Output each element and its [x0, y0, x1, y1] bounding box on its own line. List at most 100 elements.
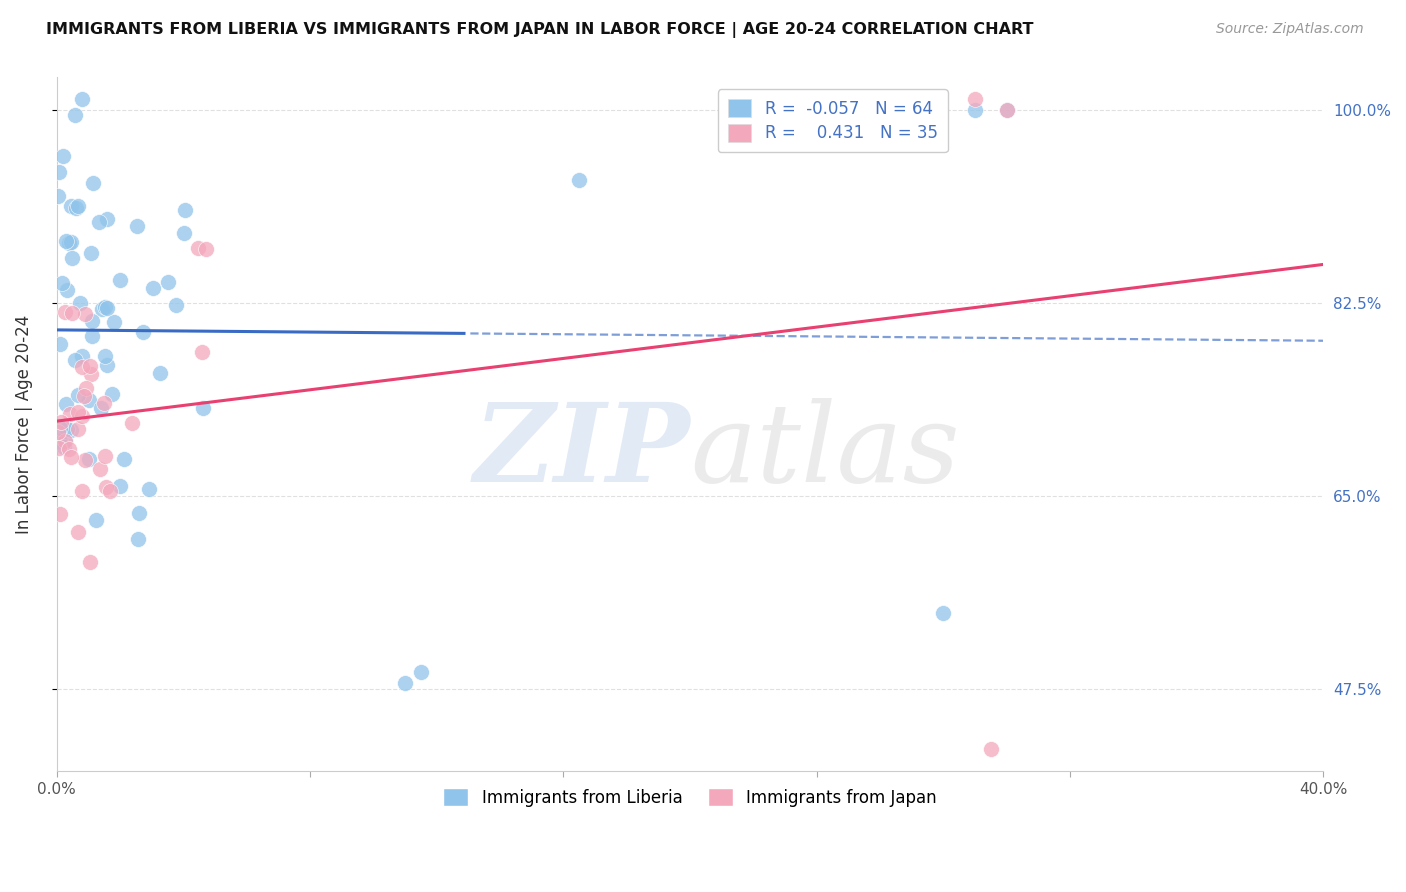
Point — [86, 513, 108, 527]
Point — [66, 525, 89, 540]
Point — [103, 315, 125, 329]
Point — [49, 434, 72, 448]
Point — [980, 742, 1002, 756]
Point — [121, 416, 143, 430]
Point — [53, 440, 76, 454]
Y-axis label: In Labor Force | Age 20-24: In Labor Force | Age 20-24 — [15, 315, 32, 534]
Point — [67, 388, 90, 402]
Point — [65, 108, 87, 122]
Point — [173, 226, 195, 240]
Point — [49, 507, 72, 521]
Point — [963, 93, 986, 107]
Point — [58, 235, 80, 250]
Point — [51, 276, 73, 290]
Point — [94, 301, 117, 315]
Point — [60, 251, 83, 265]
Text: ZIP: ZIP — [474, 399, 690, 506]
Point — [82, 177, 104, 191]
Point — [48, 442, 70, 456]
Point — [53, 433, 76, 447]
Point — [157, 275, 180, 289]
Point — [80, 329, 103, 343]
Point — [138, 482, 160, 496]
Point — [46, 425, 69, 439]
Point — [91, 301, 114, 316]
Point — [79, 555, 101, 569]
Point — [112, 451, 135, 466]
Point — [128, 506, 150, 520]
Point — [98, 483, 121, 498]
Point — [89, 462, 111, 476]
Point — [59, 424, 82, 438]
Point — [70, 93, 93, 107]
Point — [77, 451, 100, 466]
Point — [53, 305, 76, 319]
Point — [191, 401, 214, 416]
Point — [59, 407, 82, 421]
Point — [90, 401, 112, 415]
Point — [77, 393, 100, 408]
Point — [93, 396, 115, 410]
Point — [48, 165, 70, 179]
Point — [60, 235, 83, 249]
Point — [963, 103, 986, 118]
Point — [141, 281, 163, 295]
Point — [65, 201, 87, 215]
Point — [56, 283, 79, 297]
Point — [127, 532, 149, 546]
Point — [73, 307, 96, 321]
Point — [75, 453, 97, 467]
Point — [55, 396, 77, 410]
Point — [96, 480, 118, 494]
Point — [409, 665, 432, 680]
Point — [48, 421, 70, 435]
Point — [60, 306, 83, 320]
Point — [568, 173, 591, 187]
Point — [56, 422, 79, 436]
Point — [108, 479, 131, 493]
Point — [165, 298, 187, 312]
Point — [127, 219, 149, 233]
Point — [51, 415, 73, 429]
Point — [148, 367, 170, 381]
Point — [66, 198, 89, 212]
Point — [55, 234, 77, 248]
Point — [96, 212, 118, 227]
Point — [79, 246, 101, 260]
Point — [96, 359, 118, 373]
Point — [75, 381, 97, 395]
Point — [89, 215, 111, 229]
Point — [80, 367, 103, 381]
Point — [58, 442, 80, 457]
Point — [932, 607, 955, 621]
Point — [59, 199, 82, 213]
Point — [108, 273, 131, 287]
Point — [70, 349, 93, 363]
Point — [70, 359, 93, 374]
Point — [190, 344, 212, 359]
Point — [60, 450, 83, 464]
Text: atlas: atlas — [690, 399, 959, 506]
Point — [67, 405, 90, 419]
Point — [82, 313, 104, 327]
Point — [131, 325, 153, 339]
Point — [79, 359, 101, 373]
Point — [70, 409, 93, 423]
Point — [995, 103, 1018, 118]
Point — [995, 103, 1018, 118]
Point — [187, 241, 209, 255]
Point — [173, 203, 195, 218]
Point — [69, 295, 91, 310]
Point — [49, 336, 72, 351]
Point — [52, 149, 75, 163]
Point — [70, 483, 93, 498]
Point — [96, 301, 118, 315]
Point — [73, 389, 96, 403]
Point — [67, 422, 90, 436]
Point — [53, 434, 76, 449]
Point — [46, 189, 69, 203]
Legend: Immigrants from Liberia, Immigrants from Japan: Immigrants from Liberia, Immigrants from… — [434, 780, 945, 815]
Point — [94, 350, 117, 364]
Point — [394, 676, 416, 690]
Point — [195, 242, 218, 256]
